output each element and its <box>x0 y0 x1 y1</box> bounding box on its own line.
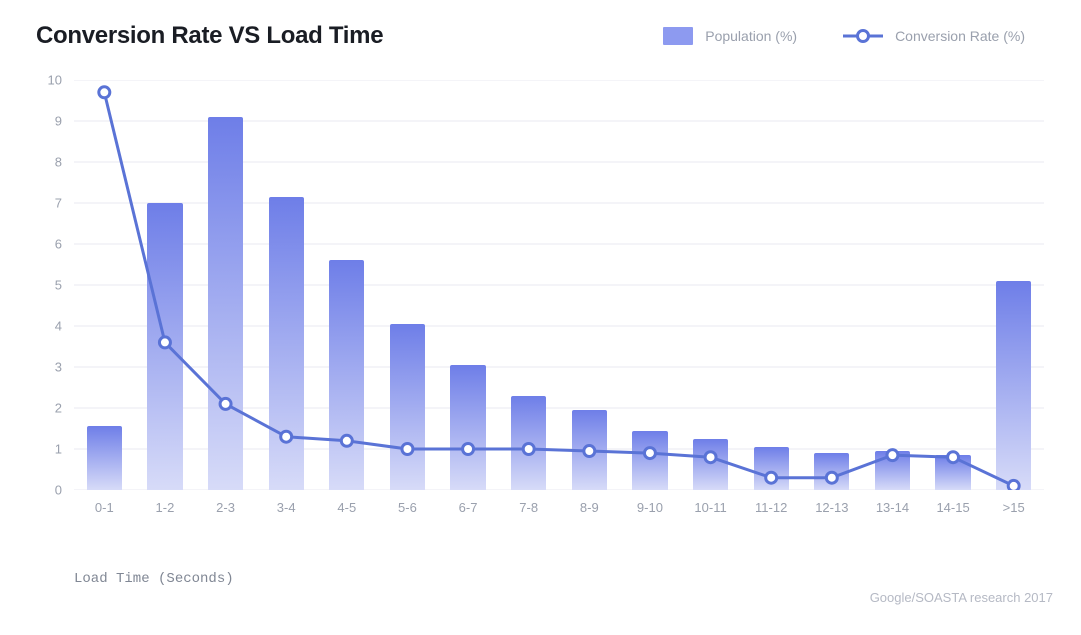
x-tick-label: 2-3 <box>195 490 256 520</box>
x-tick-label: 13-14 <box>862 490 923 520</box>
bar <box>390 324 425 490</box>
bar-slot <box>741 80 802 490</box>
bar <box>572 410 607 490</box>
x-tick-label: 5-6 <box>377 490 438 520</box>
x-tick-label: 1-2 <box>135 490 196 520</box>
y-tick-label: 0 <box>38 483 62 498</box>
bar-slot <box>923 80 984 490</box>
bar <box>87 426 122 490</box>
legend-item-conversion: Conversion Rate (%) <box>843 27 1025 45</box>
bar-slot <box>195 80 256 490</box>
chart-area: 012345678910 0-11-22-33-44-55-66-77-88-9… <box>56 80 1044 520</box>
x-tick-label: >15 <box>983 490 1044 520</box>
bar-slot <box>498 80 559 490</box>
x-tick-label: 4-5 <box>317 490 378 520</box>
x-axis-caption: Load Time (Seconds) <box>74 571 234 587</box>
chart-legend: Population (%) Conversion Rate (%) <box>663 27 1045 45</box>
bar-slot <box>256 80 317 490</box>
bar <box>269 197 304 490</box>
bar <box>814 453 849 490</box>
x-tick-label: 10-11 <box>680 490 741 520</box>
plot-area <box>74 80 1044 490</box>
bar <box>935 455 970 490</box>
bar-slot <box>983 80 1044 490</box>
y-tick-label: 9 <box>38 114 62 129</box>
x-tick-label: 3-4 <box>256 490 317 520</box>
y-tick-label: 10 <box>38 73 62 88</box>
bar-slot <box>377 80 438 490</box>
chart-title: Conversion Rate VS Load Time <box>36 22 383 50</box>
chart-header: Conversion Rate VS Load Time Population … <box>36 22 1045 50</box>
bar-slot <box>620 80 681 490</box>
x-axis-labels: 0-11-22-33-44-55-66-77-88-99-1010-1111-1… <box>74 490 1044 520</box>
bar <box>693 439 728 490</box>
legend-label-population: Population (%) <box>705 28 797 44</box>
bar <box>511 396 546 490</box>
x-tick-label: 7-8 <box>498 490 559 520</box>
bars-container <box>74 80 1044 490</box>
bar <box>329 260 364 490</box>
bar <box>754 447 789 490</box>
y-tick-label: 3 <box>38 360 62 375</box>
source-attribution: Google/SOASTA research 2017 <box>870 590 1053 605</box>
y-tick-label: 8 <box>38 155 62 170</box>
legend-label-conversion: Conversion Rate (%) <box>895 28 1025 44</box>
y-tick-label: 5 <box>38 278 62 293</box>
bar <box>632 431 667 490</box>
bar-slot <box>438 80 499 490</box>
y-tick-label: 2 <box>38 401 62 416</box>
bar <box>996 281 1031 490</box>
bar <box>450 365 485 490</box>
bar-slot <box>74 80 135 490</box>
bar <box>147 203 182 490</box>
bar-slot <box>862 80 923 490</box>
x-tick-label: 8-9 <box>559 490 620 520</box>
x-tick-label: 11-12 <box>741 490 802 520</box>
legend-swatch-line-icon <box>843 27 883 45</box>
bar-slot <box>559 80 620 490</box>
y-tick-label: 1 <box>38 442 62 457</box>
y-tick-label: 6 <box>38 237 62 252</box>
bar <box>208 117 243 490</box>
bar-slot <box>680 80 741 490</box>
legend-item-population: Population (%) <box>663 27 797 45</box>
bar <box>875 451 910 490</box>
bar-slot <box>802 80 863 490</box>
y-tick-label: 7 <box>38 196 62 211</box>
bar-slot <box>135 80 196 490</box>
legend-swatch-bar-icon <box>663 27 693 45</box>
bar-slot <box>317 80 378 490</box>
x-tick-label: 14-15 <box>923 490 984 520</box>
x-tick-label: 6-7 <box>438 490 499 520</box>
x-tick-label: 0-1 <box>74 490 135 520</box>
y-tick-label: 4 <box>38 319 62 334</box>
x-tick-label: 12-13 <box>802 490 863 520</box>
x-tick-label: 9-10 <box>620 490 681 520</box>
